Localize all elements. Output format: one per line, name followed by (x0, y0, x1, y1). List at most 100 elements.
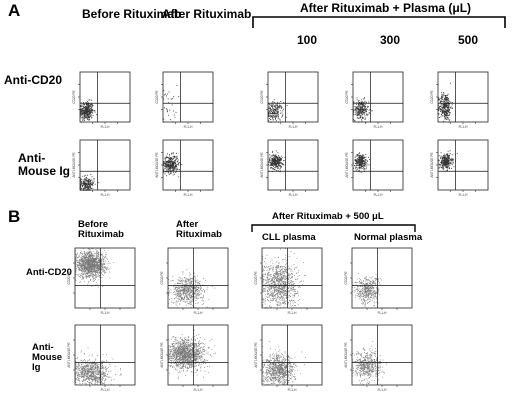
event-point (179, 292, 181, 294)
event-point (103, 259, 105, 261)
event-point (92, 261, 93, 263)
event-point (86, 275, 87, 277)
event-point (359, 111, 361, 113)
event-point (453, 166, 455, 168)
event-point (189, 289, 191, 290)
event-point (174, 294, 176, 296)
event-point (202, 303, 204, 305)
event-point (197, 290, 199, 291)
event-point (88, 119, 90, 121)
event-point (360, 108, 362, 110)
event-point (189, 283, 191, 285)
event-point (86, 111, 88, 113)
event-point (106, 268, 108, 269)
event-point (363, 165, 365, 167)
event-point (93, 259, 95, 261)
event-point (100, 271, 102, 273)
event-point (168, 168, 170, 170)
event-point (86, 180, 88, 182)
event-point (200, 292, 202, 294)
event-point (83, 102, 85, 104)
event-point (173, 161, 175, 163)
event-point (176, 300, 178, 302)
event-point (99, 267, 100, 269)
event-point (448, 111, 450, 113)
event-point (445, 99, 447, 101)
event-point (85, 274, 87, 276)
event-point (86, 106, 88, 108)
event-point (365, 101, 367, 103)
event-point (358, 157, 360, 159)
event-point (185, 294, 187, 296)
event-point (356, 104, 358, 105)
event-point (100, 262, 102, 264)
event-point (90, 178, 92, 180)
event-point (88, 183, 90, 185)
event-point (290, 302, 291, 304)
event-point (165, 164, 167, 166)
event-point (365, 156, 367, 158)
event-point (365, 105, 367, 107)
event-point (85, 110, 87, 111)
event-point (270, 121, 272, 123)
event-point (288, 277, 290, 278)
event-point (93, 271, 95, 273)
event-point (446, 105, 448, 107)
event-point (87, 115, 88, 117)
event-point (83, 107, 85, 109)
event-point (87, 275, 89, 277)
event-point (272, 116, 274, 118)
event-point (97, 268, 98, 269)
event-point (276, 113, 278, 115)
event-point (276, 279, 278, 281)
event-point (88, 99, 90, 101)
event-point (280, 100, 282, 102)
event-point (187, 289, 189, 291)
event-point (448, 163, 450, 164)
event-point (90, 108, 92, 110)
event-point (276, 108, 278, 110)
event-point (174, 168, 175, 170)
event-point (89, 251, 91, 253)
event-point (76, 257, 78, 259)
event-point (82, 256, 84, 257)
event-point (87, 272, 89, 274)
event-point (174, 156, 176, 158)
event-point (92, 269, 94, 271)
event-point (91, 260, 93, 262)
event-point (279, 167, 281, 169)
event-point (363, 159, 364, 161)
event-point (366, 113, 368, 115)
event-point (281, 280, 283, 282)
event-point (178, 290, 180, 291)
event-point (365, 160, 366, 162)
event-point (275, 155, 277, 157)
event-point (364, 107, 366, 109)
event-point (272, 116, 274, 118)
event-point (197, 291, 198, 293)
event-point (92, 181, 94, 183)
event-point (174, 156, 176, 158)
event-point (169, 158, 170, 160)
event-point (92, 280, 94, 282)
event-point (444, 98, 446, 100)
event-point (353, 108, 355, 110)
event-point (441, 163, 443, 164)
event-point (188, 295, 190, 297)
event-point (268, 266, 270, 267)
event-point (448, 110, 450, 112)
event-point (98, 268, 99, 269)
event-point (357, 163, 359, 164)
event-point (84, 253, 85, 255)
event-point (188, 288, 189, 290)
event-point (293, 267, 295, 269)
event-point (443, 164, 445, 166)
event-point (93, 255, 95, 257)
event-point (87, 110, 89, 112)
event-point (173, 110, 174, 112)
event-point (93, 265, 95, 267)
event-point (83, 268, 85, 270)
event-point (269, 295, 271, 296)
event-point (171, 166, 173, 168)
event-point (364, 163, 366, 165)
